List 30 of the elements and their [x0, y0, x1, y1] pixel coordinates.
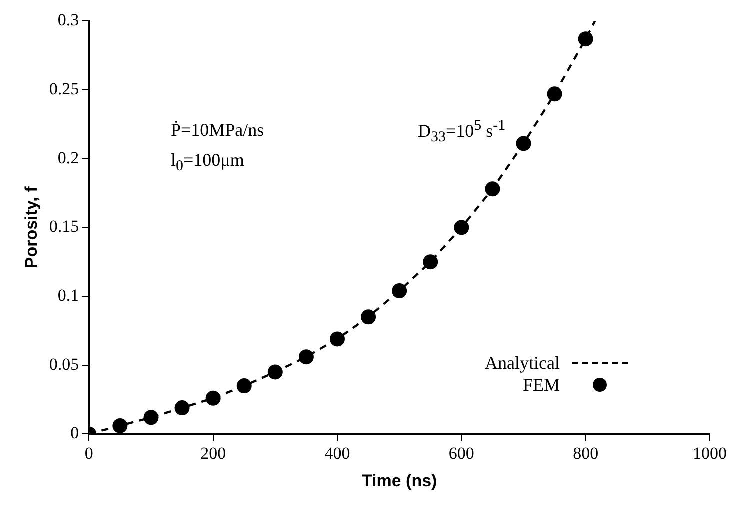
point — [454, 220, 470, 236]
point — [330, 332, 345, 347]
point — [516, 136, 532, 152]
point — [268, 364, 283, 380]
legend-label: FEM — [522, 374, 560, 396]
y-axis-title: Porosity, f — [22, 186, 41, 269]
y-tick-label: 0.05 — [49, 354, 80, 374]
point — [174, 400, 190, 416]
y-tick-label: 0.1 — [58, 286, 80, 305]
x-axis-title: Time (ns) — [362, 471, 438, 490]
y-tick-label: 0.25 — [49, 80, 80, 98]
point — [485, 182, 500, 197]
x-tick-label: 1000 — [693, 444, 727, 463]
annotation: D$_{33}$=10$^{5}$ s$^{-1}$ — [418, 118, 506, 147]
x-tick-label: 800 — [573, 444, 599, 463]
annotation: l$_{0}$=100μm — [171, 150, 244, 176]
x-tick-label: 0 — [84, 444, 94, 463]
point — [236, 378, 252, 394]
y-tick-label: 0.3 — [58, 10, 80, 30]
legend-label: Analytical — [485, 352, 560, 374]
x-tick-label: 600 — [448, 444, 474, 463]
x-tick-label: 400 — [324, 444, 350, 463]
annotation: Ṗ=10MPa/ns — [171, 120, 264, 141]
x-tick-label: 200 — [200, 444, 226, 463]
y-tick-label: 0.2 — [58, 148, 80, 168]
y-tick-label: 0 — [70, 424, 80, 443]
point — [112, 418, 128, 434]
point — [361, 310, 376, 325]
y-tick-label: 0.15 — [49, 217, 80, 236]
point — [392, 284, 408, 299]
